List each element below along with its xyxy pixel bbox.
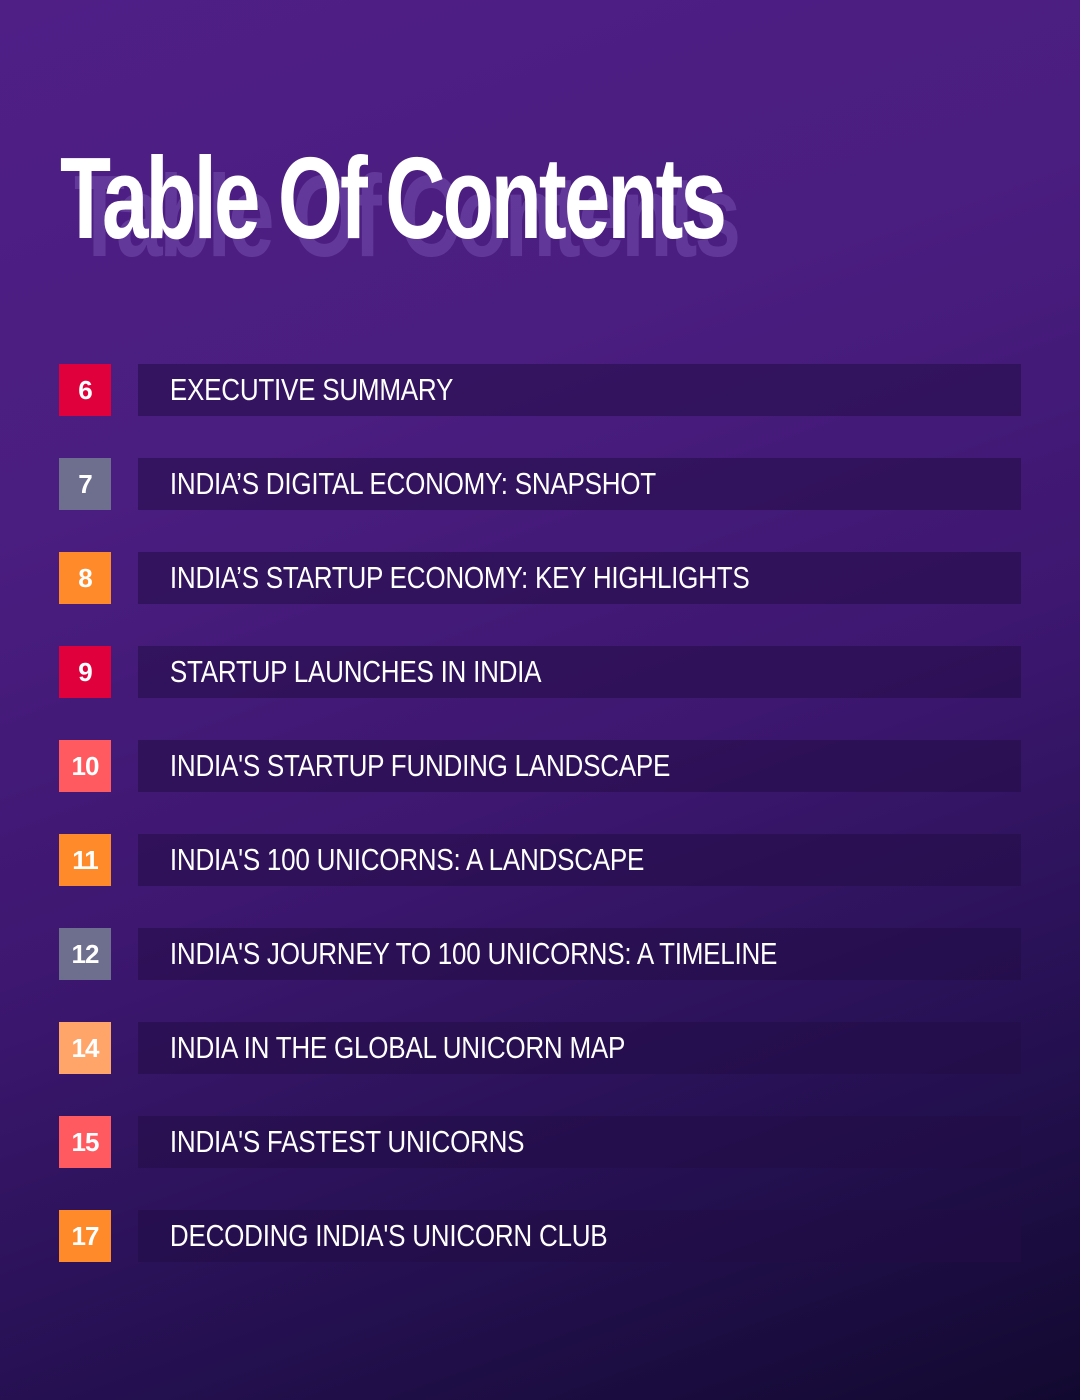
- toc-entry-bar: INDIA'S FASTEST UNICORNS: [138, 1116, 1021, 1168]
- toc-entry-label: STARTUP LAUNCHES IN INDIA: [169, 654, 542, 689]
- page-number-badge: 9: [59, 646, 111, 698]
- toc-list: 6 EXECUTIVE SUMMARY 7 INDIA’S DIGITAL EC…: [59, 364, 1021, 1304]
- toc-entry-bar: INDIA'S JOURNEY TO 100 UNICORNS: A TIMEL…: [138, 928, 1021, 980]
- page-number-badge: 7: [59, 458, 111, 510]
- page-title: Table Of Contents: [60, 133, 727, 263]
- toc-entry-label: INDIA’S STARTUP ECONOMY: KEY HIGHLIGHTS: [169, 560, 750, 595]
- toc-entry[interactable]: 11 INDIA'S 100 UNICORNS: A LANDSCAPE: [59, 834, 1021, 886]
- toc-entry[interactable]: 9 STARTUP LAUNCHES IN INDIA: [59, 646, 1021, 698]
- page-number-badge: 10: [59, 740, 111, 792]
- toc-entry-label: DECODING INDIA'S UNICORN CLUB: [169, 1218, 608, 1253]
- toc-entry[interactable]: 15 INDIA'S FASTEST UNICORNS: [59, 1116, 1021, 1168]
- toc-entry-bar: DECODING INDIA'S UNICORN CLUB: [138, 1210, 1021, 1262]
- toc-entry-bar: INDIA’S STARTUP ECONOMY: KEY HIGHLIGHTS: [138, 552, 1021, 604]
- page-number-badge: 12: [59, 928, 111, 980]
- toc-entry-bar: INDIA’S DIGITAL ECONOMY: SNAPSHOT: [138, 458, 1021, 510]
- toc-entry[interactable]: 8 INDIA’S STARTUP ECONOMY: KEY HIGHLIGHT…: [59, 552, 1021, 604]
- title-block: Table Of Contents Table Of Contents: [60, 140, 960, 300]
- toc-entry[interactable]: 7 INDIA’S DIGITAL ECONOMY: SNAPSHOT: [59, 458, 1021, 510]
- toc-entry-label: INDIA IN THE GLOBAL UNICORN MAP: [169, 1030, 626, 1065]
- toc-entry-label: EXECUTIVE SUMMARY: [169, 372, 454, 407]
- toc-entry[interactable]: 6 EXECUTIVE SUMMARY: [59, 364, 1021, 416]
- toc-entry-bar: INDIA'S 100 UNICORNS: A LANDSCAPE: [138, 834, 1021, 886]
- page-number-badge: 8: [59, 552, 111, 604]
- page-number-badge: 11: [59, 834, 111, 886]
- toc-entry[interactable]: 17 DECODING INDIA'S UNICORN CLUB: [59, 1210, 1021, 1262]
- toc-entry-bar: STARTUP LAUNCHES IN INDIA: [138, 646, 1021, 698]
- toc-entry-bar: INDIA IN THE GLOBAL UNICORN MAP: [138, 1022, 1021, 1074]
- toc-entry[interactable]: 12 INDIA'S JOURNEY TO 100 UNICORNS: A TI…: [59, 928, 1021, 980]
- toc-entry-label: INDIA'S 100 UNICORNS: A LANDSCAPE: [169, 842, 645, 877]
- page-number-badge: 14: [59, 1022, 111, 1074]
- toc-entry-bar: EXECUTIVE SUMMARY: [138, 364, 1021, 416]
- page-number-badge: 6: [59, 364, 111, 416]
- page-title-shadow: Table Of Contents: [74, 151, 741, 281]
- toc-entry-label: INDIA'S JOURNEY TO 100 UNICORNS: A TIMEL…: [169, 936, 778, 971]
- toc-entry-label: INDIA'S FASTEST UNICORNS: [169, 1124, 525, 1159]
- toc-entry[interactable]: 10 INDIA'S STARTUP FUNDING LANDSCAPE: [59, 740, 1021, 792]
- page-number-badge: 17: [59, 1210, 111, 1262]
- toc-entry[interactable]: 14 INDIA IN THE GLOBAL UNICORN MAP: [59, 1022, 1021, 1074]
- page-number-badge: 15: [59, 1116, 111, 1168]
- toc-entry-bar: INDIA'S STARTUP FUNDING LANDSCAPE: [138, 740, 1021, 792]
- toc-entry-label: INDIA'S STARTUP FUNDING LANDSCAPE: [169, 748, 671, 783]
- toc-entry-label: INDIA’S DIGITAL ECONOMY: SNAPSHOT: [169, 466, 656, 501]
